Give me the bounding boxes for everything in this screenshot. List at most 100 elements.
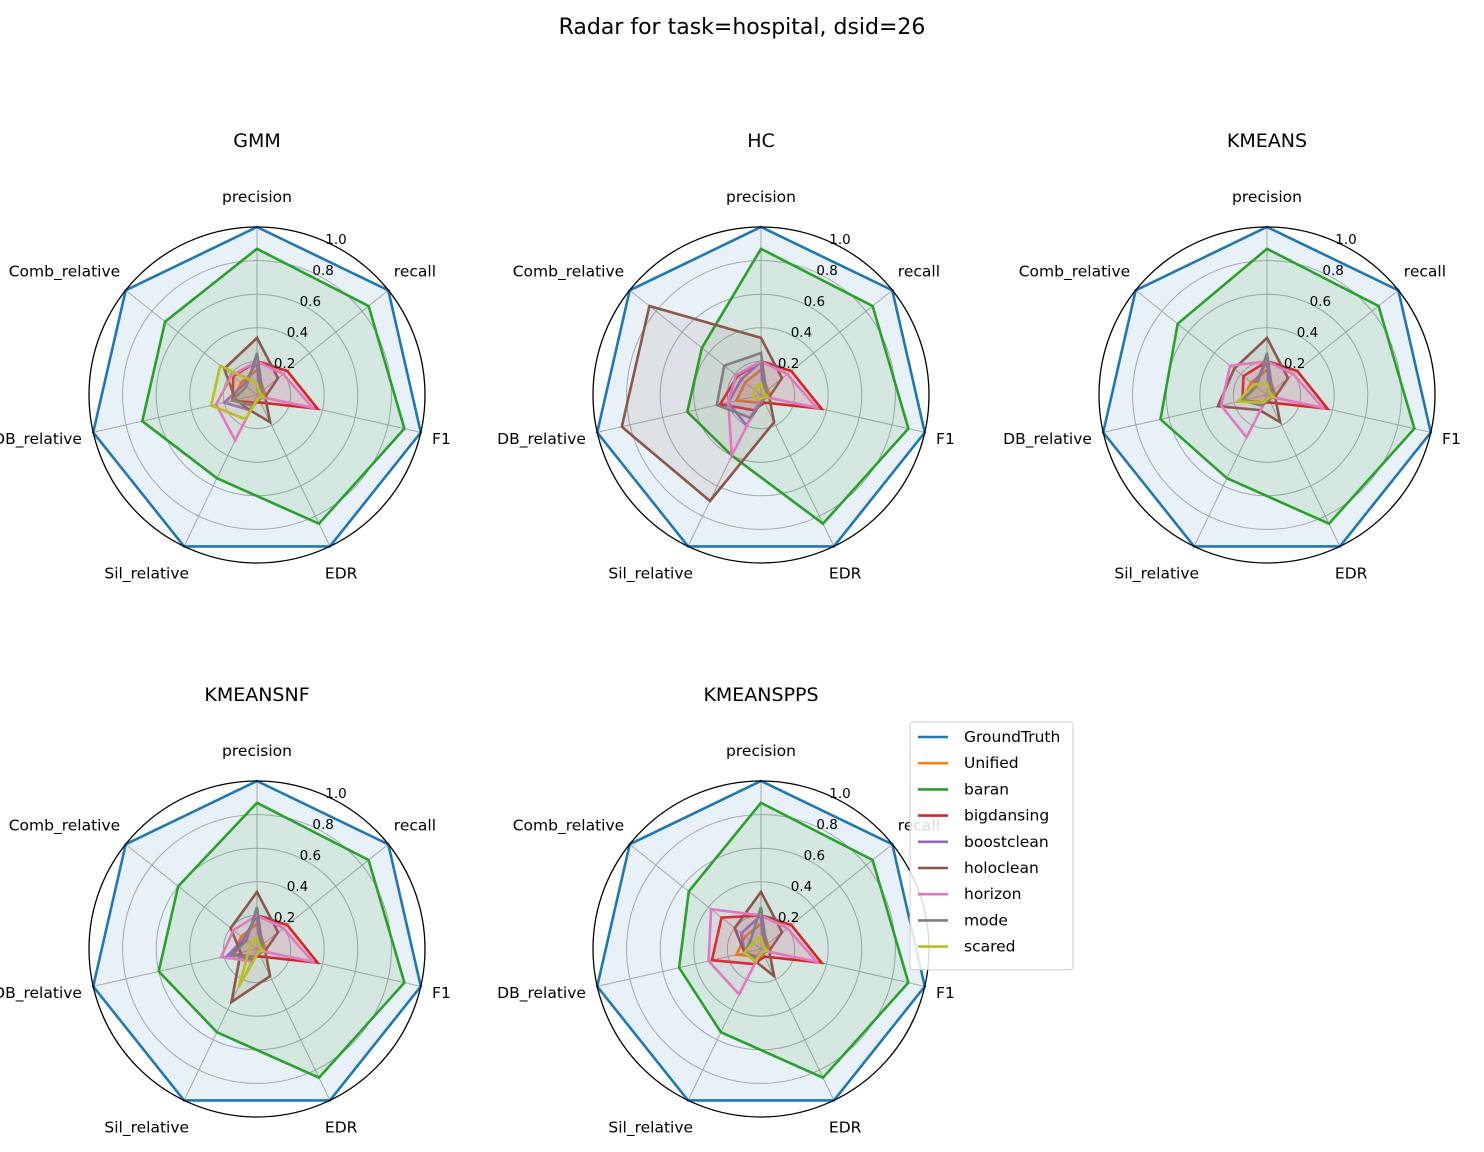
series-fill-baran [158,802,405,1078]
radial-tick-label: 0.2 [778,356,799,372]
legend-item-scared: scared [918,938,1016,956]
radar-panel-gmm: GMM 0.2 0.4 0.6 0.8 1.0 precision recall F1 EDR Si… [0,130,451,583]
series-fill-bigdansing [232,361,318,409]
grid-spoke [597,394,762,433]
series-fill-baran [679,802,909,1078]
radial-tick-label: 0.4 [287,879,308,895]
series-line-holoclean [733,889,784,980]
axis-label-comb-relative: Comb_relative [9,817,120,836]
axis-label-sil-relative: Sil_relative [104,564,189,583]
legend-label: baran [964,780,1009,798]
series-fill-holoclean [1217,337,1288,423]
series-fill-mode [232,353,264,406]
legend-label: Unified [964,754,1019,772]
series-fill-bigdansing [232,915,318,963]
series-mode [715,351,770,420]
axis-label-precision: precision [726,742,796,760]
panel-title: GMM [233,130,281,152]
series-line-scared [237,934,267,988]
series-fill-boostclean [728,361,768,426]
series-line-groundtruth [1101,225,1433,548]
outer-frame [1098,226,1436,564]
axis-label-edr: EDR [325,564,358,582]
legend-item-horizon: horizon [918,885,1021,903]
legend-item-unified: Unified [918,754,1019,772]
axis-label-sil-relative: Sil_relative [608,1118,693,1137]
outer-frame [88,226,426,564]
panel-title: KMEANSPPS [703,684,818,706]
radial-tick-label: 0.6 [1310,294,1331,310]
legend-item-boostclean: boostclean [918,833,1049,851]
radial-tick-label: 0.8 [312,263,333,279]
radial-tick-label: 0.8 [312,817,333,833]
axis-label-f1: F1 [936,984,955,1002]
axis-label-db-relative: DB_relative [497,430,586,449]
radial-tick-label: 1.0 [1335,232,1356,248]
radial-tick-label: 1.0 [829,786,850,802]
legend-label: bigdansing [964,807,1049,825]
radial-tick-label: 0.6 [300,848,321,864]
series-baran [1159,247,1416,526]
radar-panel-kmeansnf: KMEANSNF 0.2 0.4 0.6 0.8 1.0 precision recall F1… [0,684,451,1137]
radial-tick-label: 0.2 [778,910,799,926]
series-fill-mode [232,907,264,960]
axis-label-recall: recall [394,263,436,281]
series-line-scared [209,363,267,421]
grid-spoke [93,394,258,433]
radar-panels: GMM 0.2 0.4 0.6 0.8 1.0 precision recall F1 EDR Si… [0,130,1461,1137]
series-horizon [707,907,821,997]
series-line-groundtruth [91,779,423,1102]
series-line-holoclean [222,335,280,425]
legend: GroundTruth Unified baran bigdansing boostcl… [909,721,1074,971]
series-mode [1239,352,1276,408]
series-scared [209,363,267,421]
axis-label-precision: precision [1232,188,1302,206]
outer-frame [592,226,930,564]
axis-label-precision: precision [222,742,292,760]
figure-title: Radar for task=hospital, dsid=26 [559,15,926,40]
axis-label-comb-relative: Comb_relative [9,263,120,282]
axis-label-db-relative: DB_relative [1003,430,1092,449]
series-line-baran [677,801,910,1080]
radial-tick-label: 0.8 [816,817,837,833]
series-fill-horizon [221,915,313,962]
grid-spoke [125,289,258,396]
axis-label-comb-relative: Comb_relative [513,817,624,836]
radial-tick-label: 0.4 [1297,325,1318,341]
series-fill-bigdansing [1242,361,1328,409]
radar-panel-hc: HC 0.2 0.4 0.6 0.8 1.0 precision recall F1 EDR Sil… [497,130,955,583]
series-scared [751,380,771,401]
radial-tick-label: 1.0 [325,786,346,802]
axis-label-comb-relative: Comb_relative [513,263,624,282]
series-fill-holoclean [621,306,782,501]
axis-label-f1: F1 [1442,430,1461,448]
radial-tick-label: 0.2 [274,910,295,926]
panel-title: KMEANSNF [204,684,309,706]
legend-label: boostclean [964,833,1049,851]
axis-label-comb-relative: Comb_relative [1019,263,1130,282]
legend-item-mode: mode [918,911,1008,929]
legend-frame [909,721,1074,971]
series-scared [237,934,267,988]
series-line-groundtruth [595,225,927,548]
series-line-bigdansing [710,914,825,966]
grid-spoke [629,843,762,950]
axis-label-sil-relative: Sil_relative [1114,564,1199,583]
radial-tick-label: 0.6 [300,294,321,310]
radial-tick-label: 0.6 [804,848,825,864]
legend-label: mode [964,911,1008,929]
legend-item-groundtruth: GroundTruth [918,728,1060,746]
series-line-scared [742,935,771,963]
radial-tick-label: 0.4 [791,325,812,341]
axis-label-recall: recall [898,263,940,281]
axis-label-precision: precision [222,188,292,206]
series-line-horizon [1219,360,1327,440]
axis-label-db-relative: DB_relative [0,984,82,1003]
series-fill-baran [1160,248,1415,524]
series-line-horizon [707,907,821,997]
series-holoclean [1215,335,1290,425]
axis-label-f1: F1 [936,430,955,448]
axis-label-db-relative: DB_relative [0,430,82,449]
radial-tick-label: 0.2 [1284,356,1305,372]
